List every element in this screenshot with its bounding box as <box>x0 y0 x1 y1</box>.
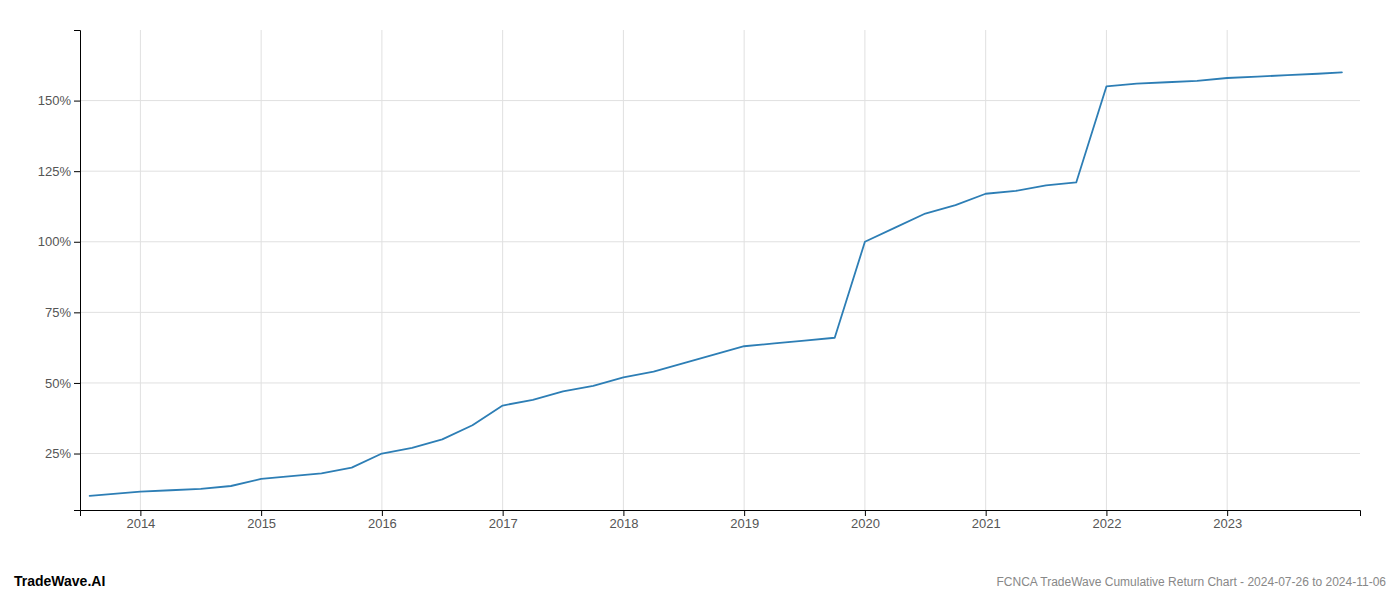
x-tick: 2016 <box>368 510 397 531</box>
x-tick-mark <box>1227 510 1228 516</box>
grid <box>80 30 1360 510</box>
y-tick-mark <box>74 454 80 455</box>
x-tick: 2014 <box>126 510 155 531</box>
x-tick-label: 2022 <box>1092 516 1121 531</box>
y-tick: 75% <box>45 305 80 320</box>
x-tick-mark <box>744 510 745 516</box>
x-axis-line <box>81 511 1361 517</box>
x-tick-label: 2016 <box>368 516 397 531</box>
x-tick-label: 2018 <box>609 516 638 531</box>
y-grid-line <box>80 100 1360 101</box>
y-tick-mark <box>74 171 80 172</box>
watermark: TradeWave.AI <box>14 573 105 589</box>
x-grid-line <box>502 30 503 510</box>
y-grid-line <box>80 171 1360 172</box>
x-grid-line <box>744 30 745 510</box>
y-grid-line <box>80 241 1360 242</box>
x-tick: 2020 <box>851 510 880 531</box>
marks <box>90 72 1342 496</box>
x-tick-mark <box>382 510 383 516</box>
chart: 2014 2015 2016 2017 2018 2019 2020 2021 2022 2023… <box>0 0 1400 600</box>
title: FCNCA TradeWave Cumulative Return Chart … <box>996 575 1386 589</box>
y-tick-label: 25% <box>45 446 71 461</box>
y-tick-label: 75% <box>45 305 71 320</box>
x-grid-line <box>623 30 624 510</box>
y-tick: 100% <box>38 234 80 249</box>
x-tick-mark <box>865 510 866 516</box>
x-tick: 2022 <box>1092 510 1121 531</box>
x-tick-mark <box>503 510 504 516</box>
y-tick: 125% <box>38 164 80 179</box>
y-grid-line <box>80 312 1360 313</box>
x-tick-label: 2020 <box>851 516 880 531</box>
x-tick-mark <box>623 510 624 516</box>
y-axis-line <box>74 31 81 511</box>
x-grid-line <box>381 30 382 510</box>
y-tick: 25% <box>45 446 80 461</box>
y-grid-line <box>80 382 1360 383</box>
x-grid-line <box>261 30 262 510</box>
x-tick-label: 2014 <box>126 516 155 531</box>
x-grid-line <box>985 30 986 510</box>
y-tick-label: 50% <box>45 376 71 391</box>
y-tick: 150% <box>38 93 80 108</box>
x-tick-label: 2021 <box>972 516 1001 531</box>
x-tick-label: 2017 <box>489 516 518 531</box>
y-tick-label: 100% <box>38 234 72 249</box>
x-tick-label: 2023 <box>1213 516 1242 531</box>
x-tick: 2019 <box>730 510 759 531</box>
y-tick-mark <box>74 312 80 313</box>
x-axis: 2014 2015 2016 2017 2018 2019 2020 2021 2022 2023 <box>81 510 1361 531</box>
x-tick: 2021 <box>972 510 1001 531</box>
x-tick: 2018 <box>609 510 638 531</box>
x-tick-mark <box>140 510 141 516</box>
x-tick: 2017 <box>489 510 518 531</box>
x-grid-line <box>140 30 141 510</box>
x-tick: 2023 <box>1213 510 1242 531</box>
y-tick-mark <box>74 242 80 243</box>
y-tick-mark <box>74 383 80 384</box>
x-tick-mark <box>261 510 262 516</box>
line <box>90 72 1342 496</box>
x-tick-label: 2015 <box>247 516 276 531</box>
y-grid-line <box>80 453 1360 454</box>
y-tick: 50% <box>45 376 80 391</box>
y-tick-label: 150% <box>38 93 72 108</box>
y-tick-mark <box>74 101 80 102</box>
y-axis: 25% 50% 75% 100% 125% 150% <box>38 31 81 511</box>
x-tick-mark <box>1106 510 1107 516</box>
plot: 2014 2015 2016 2017 2018 2019 2020 2021 2022 2023… <box>38 30 1361 531</box>
x-grid-line <box>1106 30 1107 510</box>
x-tick: 2015 <box>247 510 276 531</box>
x-tick-mark <box>986 510 987 516</box>
x-grid-line <box>864 30 865 510</box>
x-tick-label: 2019 <box>730 516 759 531</box>
x-grid-line <box>1227 30 1228 510</box>
y-tick-label: 125% <box>38 164 72 179</box>
